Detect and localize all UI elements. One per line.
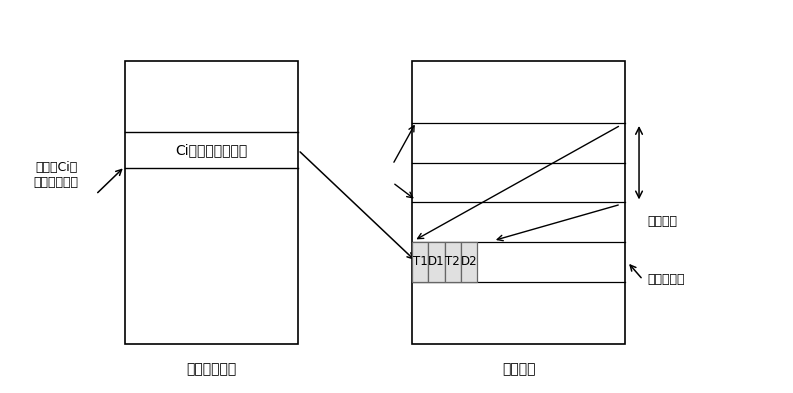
Text: D2: D2 [461, 255, 477, 268]
Bar [428, 242, 445, 281]
Text: T1: T1 [413, 255, 427, 268]
Bar [412, 242, 428, 281]
Text: D1: D1 [428, 255, 445, 268]
Bar [412, 61, 625, 344]
Bar [445, 242, 461, 281]
Text: 日志记录: 日志记录 [647, 215, 677, 228]
Bar [125, 61, 298, 344]
Text: T2: T2 [446, 255, 460, 268]
Bar [461, 242, 477, 281]
Text: 检查点记录: 检查点记录 [647, 273, 684, 286]
Text: 检查点Ci的
重新开始记录: 检查点Ci的 重新开始记录 [34, 161, 79, 189]
Text: Ci检查点记录地址: Ci检查点记录地址 [175, 143, 247, 157]
Text: 重新开始文件: 重新开始文件 [186, 362, 236, 376]
Text: 日志文件: 日志文件 [502, 362, 535, 376]
